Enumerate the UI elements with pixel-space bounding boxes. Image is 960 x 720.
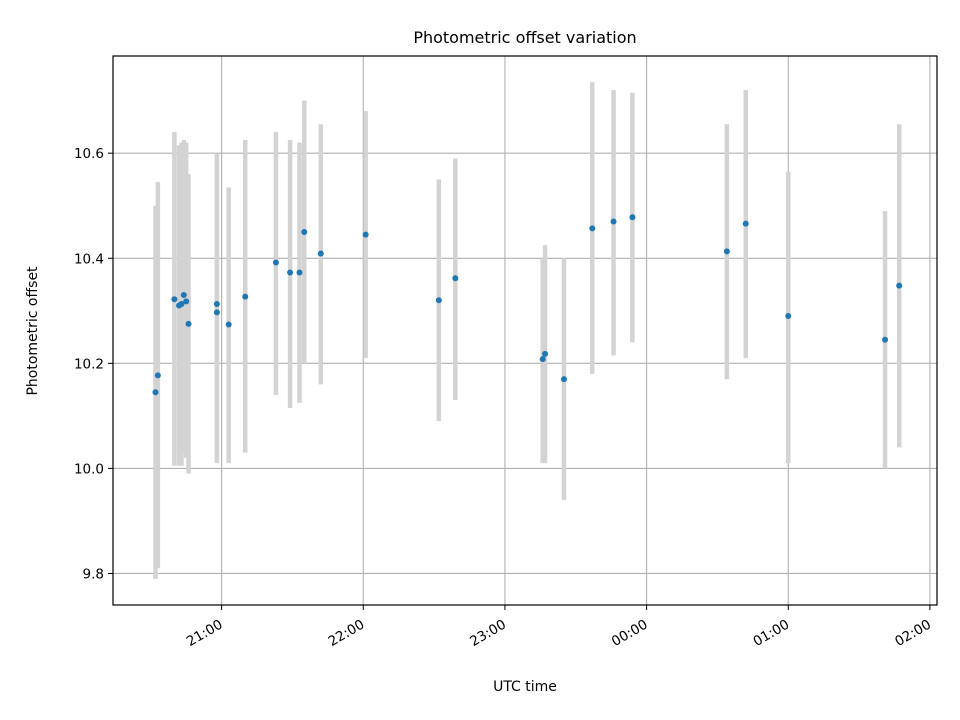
y-tick-label: 10.4 [74, 251, 104, 267]
data-point [272, 259, 279, 266]
data-point [896, 282, 903, 289]
data-point [178, 300, 185, 307]
chart-title: Photometric offset variation [413, 28, 636, 47]
data-point [154, 372, 161, 379]
data-point [723, 248, 730, 255]
data-point [171, 296, 178, 303]
data-point [882, 336, 889, 343]
data-point [560, 376, 567, 383]
data-points [152, 214, 903, 396]
y-tick-label: 10.6 [74, 146, 104, 162]
y-axis-ticks: 9.8 10.0 10.2 10.4 10.6 [74, 146, 113, 582]
data-point [183, 298, 190, 305]
data-point [213, 309, 220, 316]
data-point [742, 220, 749, 227]
data-point [296, 269, 303, 276]
data-point [152, 389, 159, 396]
y-axis-label: Photometric offset [25, 266, 41, 396]
data-point [452, 275, 459, 282]
data-point [539, 356, 546, 363]
y-tick-label: 10.2 [74, 356, 104, 372]
data-point [242, 293, 249, 300]
data-point [435, 297, 442, 304]
data-point [225, 321, 232, 328]
data-point [542, 350, 549, 357]
data-point [785, 313, 792, 320]
data-point [180, 292, 187, 299]
y-tick-label: 9.8 [83, 566, 104, 582]
plot-frame [112, 55, 938, 606]
data-point [589, 225, 596, 232]
data-point [610, 218, 617, 225]
y-tick-label: 10.0 [74, 461, 104, 477]
data-point [185, 320, 192, 327]
data-point [213, 300, 220, 307]
data-point [362, 231, 369, 238]
data-point [287, 269, 294, 276]
data-point [317, 250, 324, 257]
data-point [301, 228, 308, 235]
data-point [629, 214, 636, 221]
x-axis-label: UTC time [493, 679, 557, 695]
